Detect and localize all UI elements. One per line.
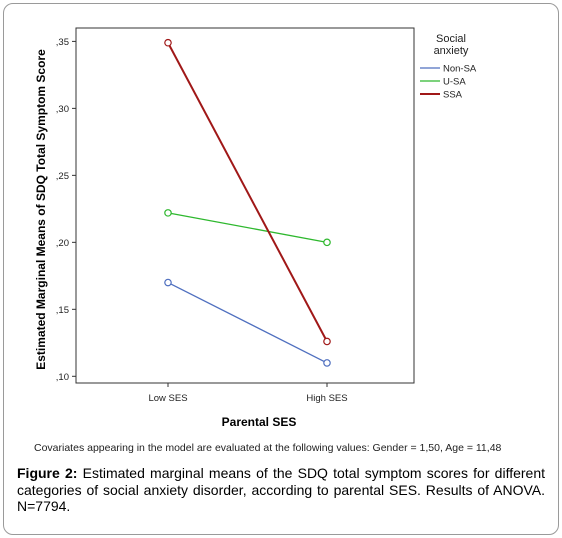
legend-label: SSA xyxy=(443,90,463,101)
series-line-u-sa xyxy=(167,212,328,243)
legend-title: anxiety xyxy=(434,45,469,57)
y-tick-label: ,20 xyxy=(56,238,69,249)
x-axis-title: Parental SES xyxy=(222,415,297,429)
plot-area xyxy=(75,27,415,384)
series-line-ssa xyxy=(167,42,328,342)
covariates-note: Covariates appearing in the model are ev… xyxy=(34,442,502,454)
y-axis-title: Estimated Marginal Means of SDQ Total Sy… xyxy=(34,49,48,370)
legend-label: U-SA xyxy=(443,77,466,88)
series-line-non-sa xyxy=(167,281,328,364)
legend-label: Non-SA xyxy=(443,64,477,75)
data-point-u-sa xyxy=(164,209,172,217)
y-tick-label: ,10 xyxy=(56,372,69,383)
caption-text: Estimated marginal means of the SDQ tota… xyxy=(17,465,546,514)
legend-title: Social xyxy=(436,33,466,45)
data-point-ssa xyxy=(164,38,172,47)
figure-caption: Figure 2: Estimated marginal means of th… xyxy=(17,465,545,515)
caption-label: Figure 2: xyxy=(17,465,78,481)
data-point-u-sa xyxy=(323,238,331,247)
y-tick-label: ,15 xyxy=(56,305,69,316)
data-point-non-sa xyxy=(164,278,172,287)
x-tick-label: Low SES xyxy=(148,393,187,404)
x-tick-label: High SES xyxy=(306,393,347,404)
y-tick-label: ,30 xyxy=(56,104,69,115)
y-tick-label: ,25 xyxy=(56,171,69,182)
line-chart: ,10 ,15 ,20 ,25 ,30 ,35 Low SES High SES Parenta… xyxy=(34,27,477,429)
y-tick-label: ,35 xyxy=(56,37,69,48)
data-point-non-sa xyxy=(323,359,331,367)
data-point-ssa xyxy=(323,337,331,346)
